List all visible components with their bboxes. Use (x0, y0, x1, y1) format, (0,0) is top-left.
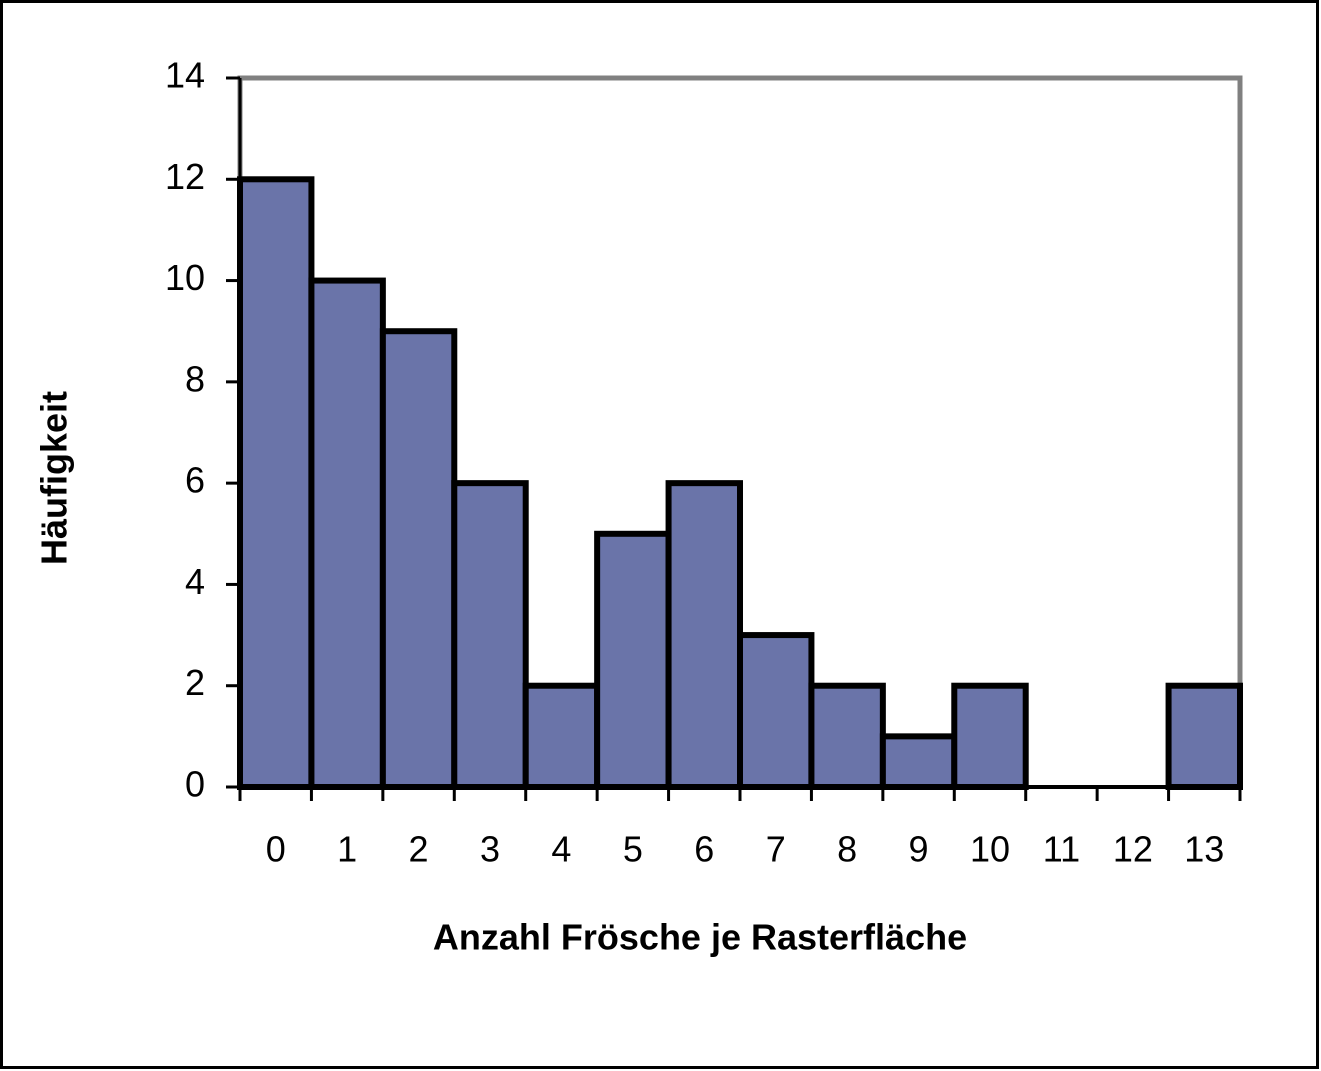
bar (879, 733, 958, 790)
x-tick-label: 11 (1043, 829, 1080, 870)
bar (808, 682, 886, 791)
x-tick-label: 9 (909, 829, 929, 870)
bar (594, 530, 672, 790)
x-tick-label: 8 (837, 829, 857, 870)
x-tick-label: 0 (266, 829, 286, 870)
bar (451, 480, 529, 790)
x-tick-label: 4 (551, 829, 571, 870)
y-tick-label: 10 (165, 257, 205, 298)
y-tick-label: 12 (165, 156, 205, 197)
x-tick-label: 7 (766, 829, 786, 870)
bar (237, 176, 315, 791)
y-tick-label: 14 (165, 55, 205, 96)
y-tick-label: 6 (185, 460, 205, 501)
bar (522, 682, 601, 791)
x-axis-label: Anzahl Frösche je Rasterfläche (433, 917, 967, 958)
y-tick-label: 0 (185, 764, 205, 805)
bar (665, 480, 743, 790)
x-tick-label: 5 (623, 829, 643, 870)
x-tick-label: 1 (337, 829, 357, 870)
y-tick-label: 8 (185, 358, 205, 399)
y-tick-label: 4 (185, 561, 205, 602)
bar (951, 682, 1029, 791)
bar (379, 328, 458, 790)
bar (1165, 682, 1243, 791)
bar (308, 277, 386, 790)
x-tick-label: 2 (409, 829, 429, 870)
x-tick-label: 13 (1184, 829, 1224, 870)
x-tick-label: 6 (694, 829, 714, 870)
y-axis-label: Häufigkeit (34, 391, 75, 565)
x-tick-label: 3 (480, 829, 500, 870)
x-tick-label: 12 (1113, 829, 1153, 870)
x-tick-label: 10 (970, 829, 1010, 870)
bar (737, 632, 815, 790)
y-tick-label: 2 (185, 662, 205, 703)
